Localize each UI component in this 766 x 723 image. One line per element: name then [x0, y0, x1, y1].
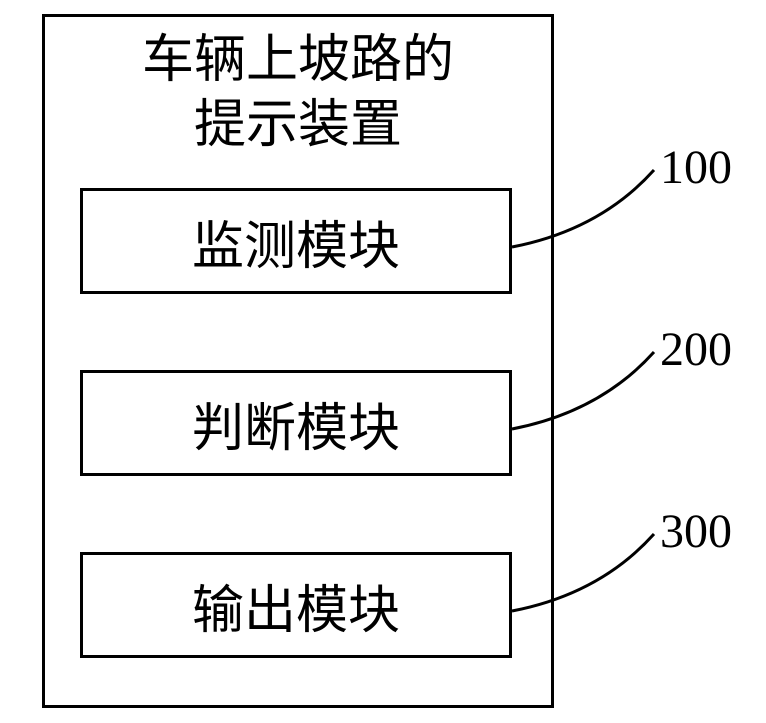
diagram-canvas: 车辆上坡路的 提示装置 监测模块 判断模块 输出模块 100 200 300: [0, 0, 766, 723]
ref-label-100: 100: [660, 140, 732, 195]
leader-line-300: [0, 0, 766, 723]
ref-label-200: 200: [660, 322, 732, 377]
ref-label-300: 300: [660, 504, 732, 559]
